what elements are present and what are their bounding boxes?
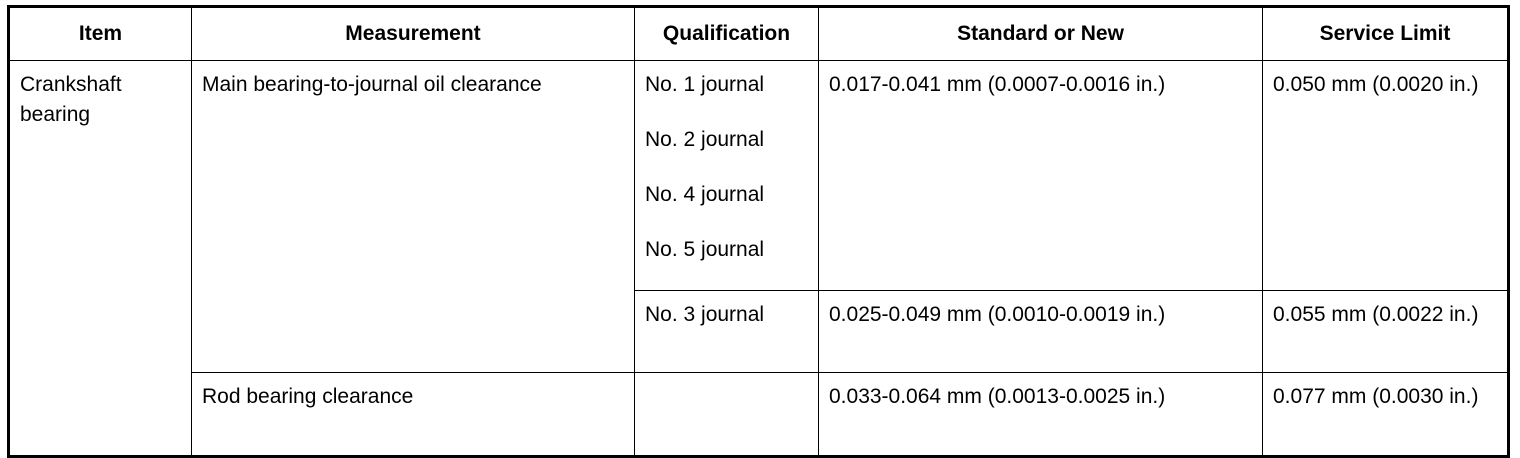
- header-cell: Measurement: [191, 6, 635, 61]
- row: Rod bearing clearance 0.033-0.064 mm (0.…: [9, 372, 1509, 457]
- item-cell: Crankshaft bearing: [8, 60, 192, 457]
- header-cell: Qualification: [634, 6, 819, 61]
- standard-cell: 0.033-0.064 mm (0.0013-0.0025 in.): [818, 372, 1263, 457]
- qualification-cell: [634, 372, 819, 457]
- header-cell: Service Limit: [1262, 6, 1509, 61]
- measurement-cell: Main bearing-to-journal oil clearance: [191, 60, 635, 373]
- header-cell: Standard or New: [818, 6, 1263, 61]
- qualification-cell: No. 1 journal No. 2 journal No. 4 journa…: [634, 60, 819, 291]
- qualification: No. 5 journal: [645, 238, 765, 261]
- header-cell: Item: [8, 6, 192, 61]
- spec-table: Item Measurement Qualification Standard …: [7, 5, 1510, 458]
- standard-cell: 0.025-0.049 mm (0.0010-0.0019 in.): [818, 290, 1263, 373]
- standard-cell: 0.017-0.041 mm (0.0007-0.0016 in.): [818, 60, 1263, 291]
- service-limit-cell: 0.050 mm (0.0020 in.): [1262, 60, 1509, 291]
- service-limit-cell: 0.055 mm (0.0022 in.): [1262, 290, 1509, 373]
- qualification: No. 1 journal: [645, 73, 765, 96]
- qualification: No. 4 journal: [645, 183, 765, 206]
- row: Crankshaft bearing Main bearing-to-journ…: [8, 60, 1509, 457]
- service-limit-cell: 0.077 mm (0.0030 in.): [1262, 372, 1509, 457]
- header-row: Item Measurement Qualification Standard …: [8, 6, 1509, 61]
- qualification-cell: No. 3 journal: [634, 290, 819, 373]
- qualification: No. 2 journal: [645, 128, 765, 151]
- measurement-cell: Rod bearing clearance: [191, 372, 635, 457]
- row: No. 3 journal 0.025-0.049 mm (0.0010-0.0…: [9, 290, 1509, 373]
